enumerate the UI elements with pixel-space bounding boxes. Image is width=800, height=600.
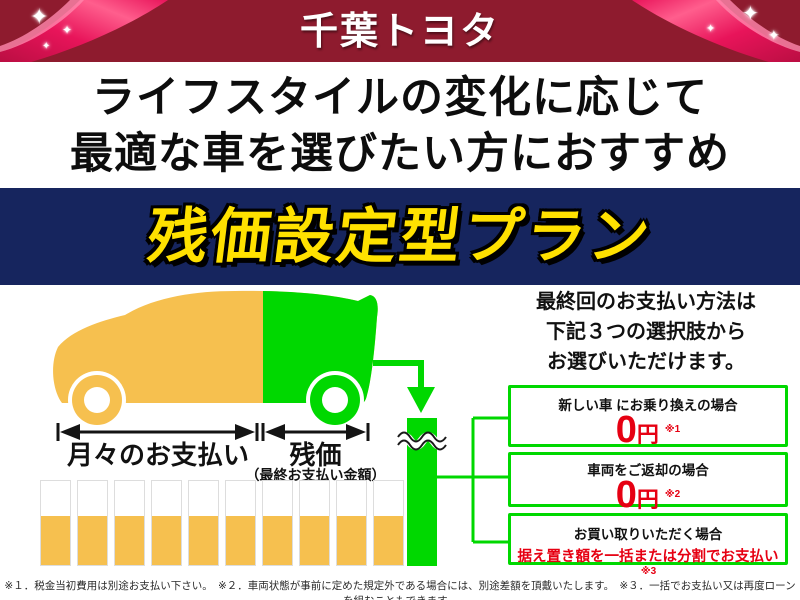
residual-value-label: 残価 [289,440,342,470]
option-amount: 0円 ※1 [511,411,785,454]
car-silhouette-front [53,290,378,429]
headline-line1: ライフスタイルの変化に応じて [92,74,708,122]
sparkle-icon: ✦ [706,23,716,35]
dealer-logo: 千葉トヨタ [299,11,500,53]
residual-flow-arrow [373,360,435,413]
headline-line2: 最適な車を選びたい方におすすめ [70,130,730,178]
footnote-ref: ※1 [664,424,681,435]
ribbon-decoration-right [632,0,800,62]
options-intro-line2: 下記３つの選択肢から [546,321,746,343]
option-box-return: 車両をご返却の場合 0円 ※2 [508,452,788,514]
amount-unit: 円 [636,487,659,512]
residual-bar [407,418,437,566]
option-condition: お買い取りいただく場合 [573,527,723,542]
option-box-buyout: お買い取りいただく場合 据え置き額を一括または分割でお支払い※3 [508,513,788,577]
plan-title: 残価設定型プラン [143,203,657,270]
option-box-trade-in: 新しい車 にお乗り換えの場合 0円 ※1 [508,385,788,449]
option-detail-text: 据え置き額を一括または分割でお支払い [517,549,779,565]
headline: ライフスタイルの変化に応じて 最適な車を選びたい方におすすめ [0,62,800,188]
options-bracket [437,416,508,544]
header-banner: ✦ ✦ ✦ ✦ ✦ ✦ 千葉トヨタ [0,0,800,62]
footnotes: ※１．税金当初費用は別途お支払い下さい。 ※２．車両状態が事前に定めた規定外であ… [0,570,800,600]
sparkle-icon: ✦ [30,4,49,29]
payment-bar [40,480,71,566]
payment-bar [262,480,293,566]
option-amount: 0円 ※2 [511,476,785,519]
payment-bar [225,480,256,566]
amount-number: 0 [615,474,637,516]
plan-diagram: 月々のお支払い 残価 （最終お支払い金額） 最終回のお支払い方法は 下記３つの選… [0,285,800,577]
car-silhouette-rear [263,290,378,429]
payment-bar [151,480,182,566]
amount-unit: 円 [636,422,659,447]
payment-bar [373,480,404,566]
payment-bar [299,480,330,566]
payment-bar [188,480,219,566]
footnotes-text: ※１．税金当初費用は別途お支払い下さい。 ※２．車両状態が事前に定めた規定外であ… [4,580,796,600]
footnote-ref: ※2 [664,489,681,500]
sparkle-icon: ✦ [742,3,759,25]
bar-break-mark [394,431,450,451]
options-intro: 最終回のお支払い方法は 下記３つの選択肢から お選びいただけます。 [500,287,792,377]
residual-value-sublabel: （最終お支払い金額） [245,467,386,483]
footnote-ref: ※3 [640,566,657,577]
payment-bar [77,480,108,566]
option-detail: 据え置き額を一括または分割でお支払い※3 [511,545,785,582]
payment-bars [40,480,404,566]
amount-number: 0 [615,409,637,451]
payment-bar [336,480,367,566]
options-intro-line1: 最終回のお支払い方法は [536,291,756,313]
option-condition: 車両をご返却の場合 [587,463,709,478]
monthly-payment-label: 月々のお支払い [66,440,249,470]
sparkle-icon: ✦ [62,23,73,37]
option-condition: 新しい車 にお乗り換えの場合 [558,398,738,413]
options-intro-line3: お選びいただけます。 [547,351,745,373]
sparkle-icon: ✦ [42,41,51,52]
payment-bar [114,480,145,566]
sparkle-icon: ✦ [768,27,780,43]
plan-title-banner: 残価設定型プラン [0,188,800,285]
ribbon-decoration-left [0,0,168,62]
